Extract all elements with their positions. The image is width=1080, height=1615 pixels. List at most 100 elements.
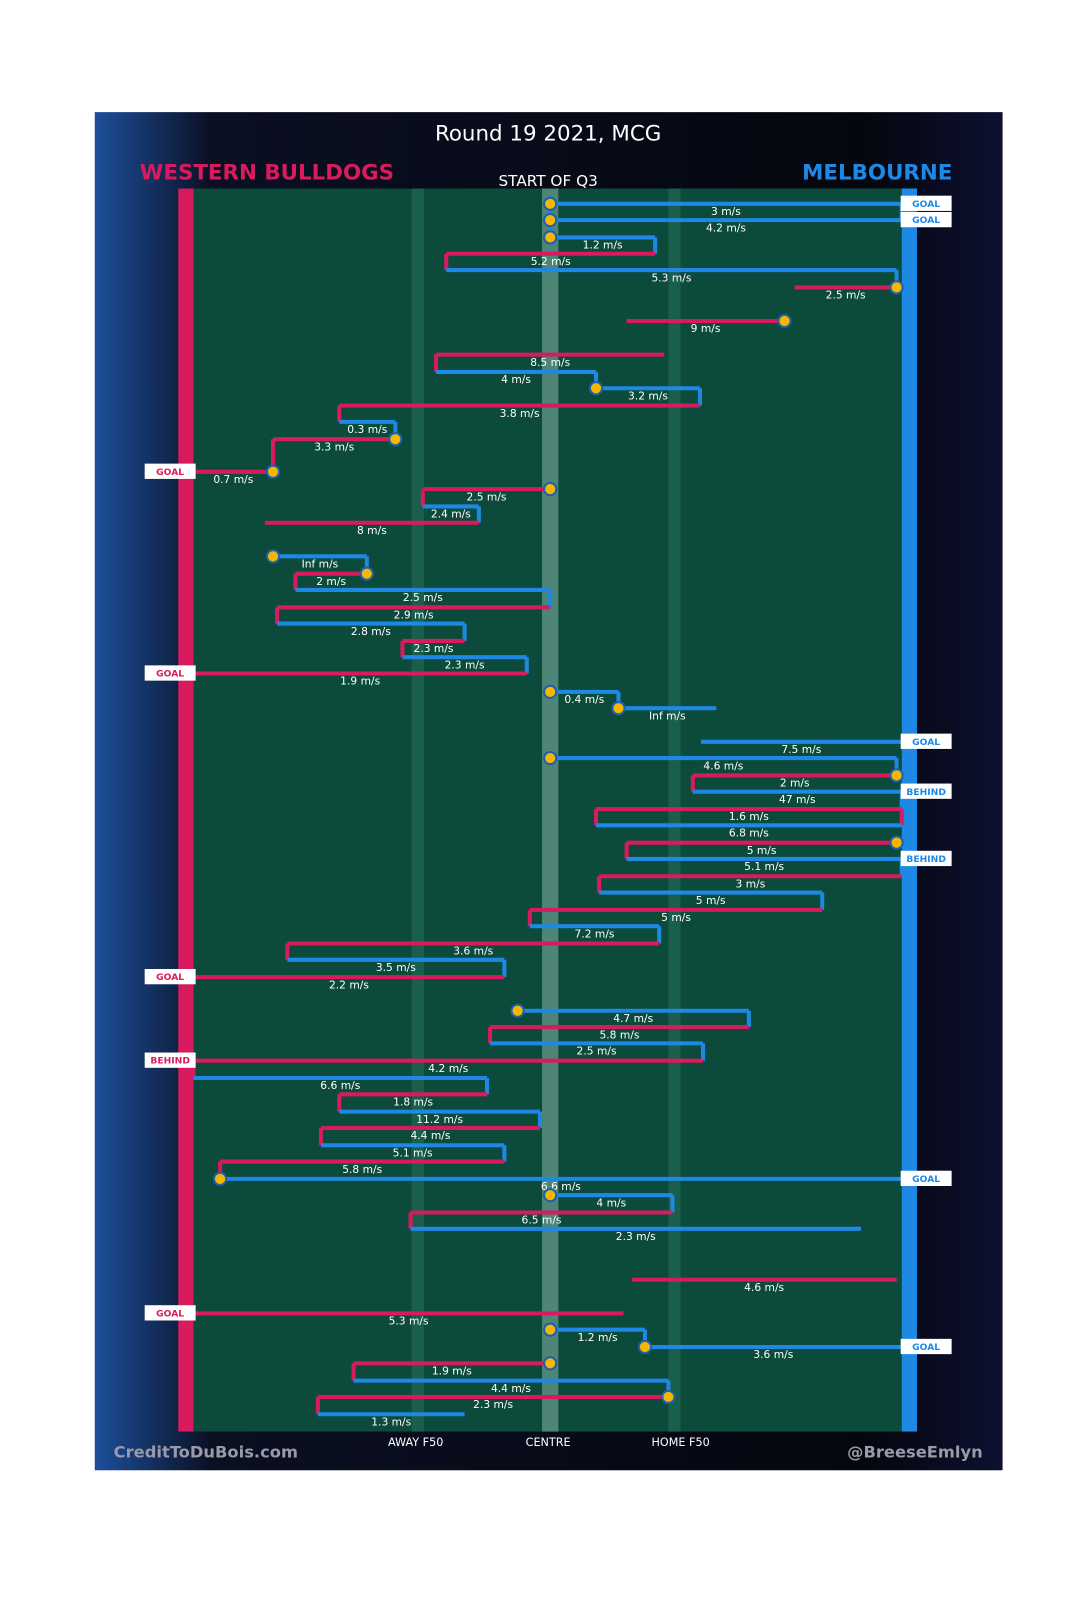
centre-stripe [542,188,559,1432]
speed-label: 1.2 m/s [578,1331,618,1344]
possession-start [661,1389,676,1405]
result-box [900,1338,952,1355]
speed-label: 4.6 m/s [744,1281,784,1294]
possession-start [543,230,558,245]
result-box [144,1052,196,1068]
speed-label: 2.3 m/s [445,658,485,671]
result-box [900,1170,952,1187]
speed-label: Inf m/s [649,709,686,722]
speed-label: 4.7 m/s [613,1012,653,1025]
speed-label: 6.6 m/s [320,1079,360,1092]
speed-label: 5 m/s [661,911,691,924]
speed-label: 2.3 m/s [473,1398,513,1411]
speed-label: 5.8 m/s [342,1163,382,1176]
title: Round 19 2021, MCG [435,122,661,147]
result-box [144,463,196,479]
speed-label: 3 m/s [711,205,741,218]
speed-label: 11.2 m/s [416,1113,463,1126]
result-box [900,211,952,228]
speed-label: 5.1 m/s [744,860,784,873]
possession-start [889,835,904,850]
speed-label: 4 m/s [501,373,531,386]
result-label: GOAL [912,199,940,210]
result-box [900,850,952,867]
speed-label: 4.6 m/s [703,759,743,772]
speed-label: 2.4 m/s [431,508,471,521]
result-label: GOAL [912,1342,940,1353]
result-box [900,195,952,211]
speed-label: 2.3 m/s [414,642,454,655]
speed-label: 5 m/s [747,844,777,857]
credit: CreditToDuBois.com [114,1442,298,1461]
result-box [144,968,196,985]
speed-label: 2.5 m/s [826,289,866,302]
speed-label: 2 m/s [780,777,810,790]
speed-label: 5.3 m/s [651,271,691,284]
possession-start [543,212,558,228]
result-box [144,1305,196,1321]
speed-label: 1.6 m/s [729,810,769,823]
speed-label: 3.5 m/s [376,961,416,974]
speed-label: 5.1 m/s [393,1146,433,1159]
result-box [900,783,952,799]
speed-label: 2 m/s [316,575,346,588]
result-label: BEHIND [906,787,946,798]
possession-start [543,684,558,699]
possession-lines [191,201,904,1417]
speed-label: 4.2 m/s [706,221,746,234]
speed-label: 2.3 m/s [616,1230,656,1243]
subtitle: START OF Q3 [498,172,597,190]
speed-label: 2.2 m/s [329,978,369,991]
possession-start [588,381,604,396]
speed-labels: 3 m/s 4.2 m/s 1.2 m/s 5.2 m/s 5.3 m/s 2.5 m/s… [213,205,866,1428]
dots: GOAL GOAL GOAL GOAL GOAL BEHIND BEHIND GOAL BEHI… [144,195,952,1405]
possession-start [359,566,374,581]
speed-label: 7.2 m/s [575,927,615,940]
speed-label: 4.2 m/s [428,1062,468,1075]
speed-label: 3.6 m/s [753,1348,793,1361]
possession-start [388,432,403,447]
speed-label: 4.4 m/s [410,1129,450,1142]
speed-label: 0.4 m/s [564,693,604,706]
possession-start [611,701,626,716]
speed-label: 2.9 m/s [394,609,434,622]
possession-start [265,549,281,564]
credit: @BreeseEmlyn [847,1442,983,1461]
speed-label: 2.5 m/s [467,490,507,503]
speed-label: 47 m/s [779,793,816,806]
speed-label: 3 m/s [736,877,766,890]
speed-label: 1.3 m/s [371,1415,411,1428]
speed-label: 3.2 m/s [628,389,668,402]
speed-label: 2.5 m/s [403,591,443,604]
speed-label: 1.2 m/s [583,239,623,252]
away-goal-bar [901,188,917,1432]
speed-label: 0.7 m/s [213,473,253,486]
speed-label: 2.5 m/s [577,1045,617,1058]
speed-label: 6.8 m/s [729,827,769,840]
result-box [144,665,196,681]
speed-label: 3.6 m/s [453,945,493,958]
possession-start [543,1188,558,1203]
result-box [900,733,952,749]
speed-label: 4 m/s [596,1196,626,1209]
away-f50-stripe [411,188,424,1432]
away-team: MELBOURNE [802,160,952,185]
possession-start [265,464,281,479]
field-label: AWAY F50 [388,1436,443,1449]
field-label: HOME F50 [652,1436,710,1449]
speed-label: 3.3 m/s [314,440,354,453]
possession-start [510,1003,525,1018]
possession-start [543,481,558,497]
possession-start [212,1171,228,1187]
speed-label: 4.4 m/s [491,1382,531,1395]
speed-label: 2.8 m/s [351,625,391,638]
possession-start [543,1322,558,1337]
speed-label: 5 m/s [696,894,726,907]
result-label: GOAL [912,737,940,748]
result-label: BEHIND [150,1056,190,1067]
result-label: BEHIND [906,854,946,865]
possession-start [543,196,558,211]
speed-label: 5.3 m/s [389,1315,429,1328]
